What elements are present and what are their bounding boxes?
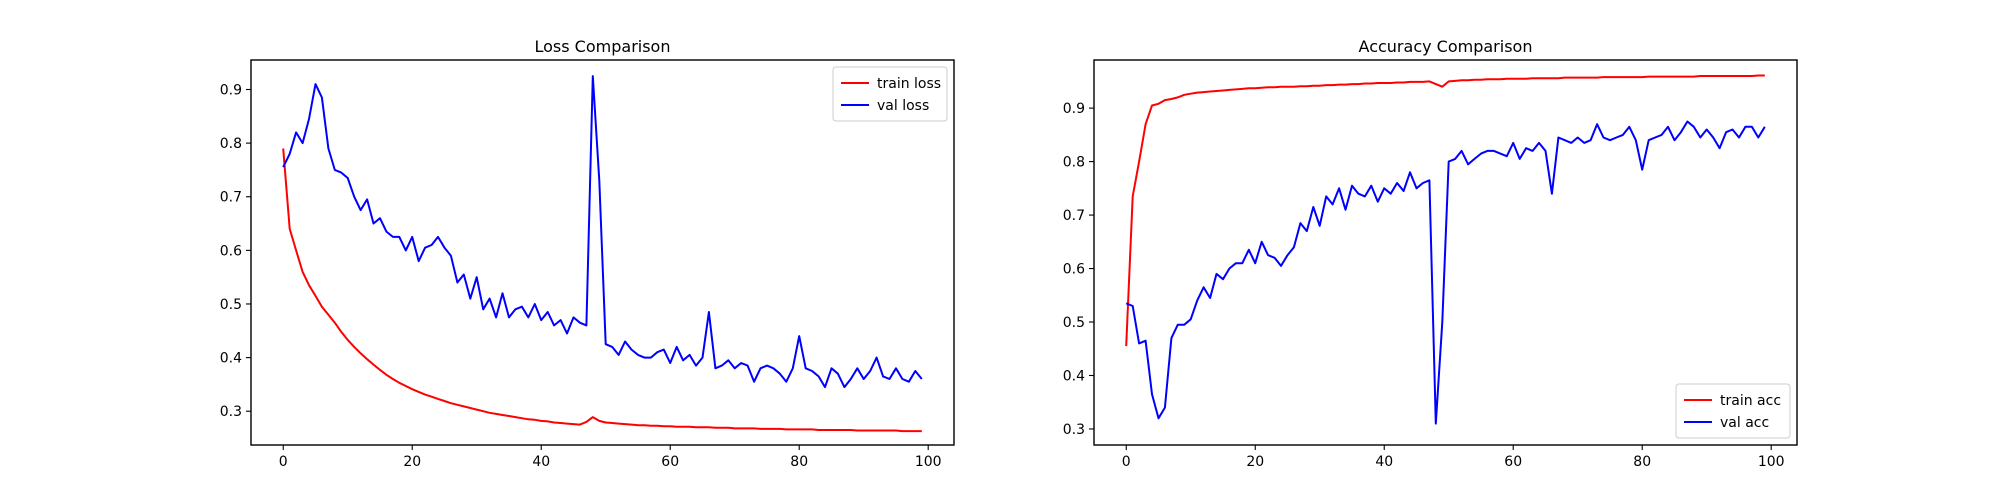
y-tick-label: 0.5 <box>1063 315 1085 331</box>
x-tick-label: 60 <box>1504 454 1522 470</box>
y-tick-label: 0.3 <box>1063 422 1085 438</box>
x-tick-label: 0 <box>279 454 288 470</box>
y-tick-label: 0.9 <box>220 82 242 98</box>
x-tick-label: 40 <box>1375 454 1393 470</box>
x-tick-label: 20 <box>403 454 421 470</box>
y-tick-label: 0.4 <box>220 351 242 367</box>
y-tick-label: 0.3 <box>220 404 242 420</box>
chart-title: Loss Comparison <box>535 37 671 56</box>
loss-chart: Loss Comparison 0 20 40 60 80 100 0.3 0.4 0.5 0.6… <box>220 37 955 470</box>
x-tick-label: 20 <box>1246 454 1264 470</box>
y-tick-label: 0.9 <box>1063 101 1085 117</box>
accuracy-chart: Accuracy Comparison 0 20 40 60 80 100 0.3 0.4 0.… <box>1063 37 1798 470</box>
x-tick-label: 100 <box>915 454 942 470</box>
series-line-val-loss <box>282 75 923 389</box>
legend: train loss val loss <box>832 66 948 122</box>
y-tick-label: 0.6 <box>220 243 242 259</box>
axes-frame <box>1093 59 1798 446</box>
x-tick-label: 80 <box>1633 454 1651 470</box>
y-tick-label: 0.4 <box>1063 368 1085 384</box>
x-tick-label: 40 <box>532 454 550 470</box>
legend-label: val acc <box>1720 415 1769 431</box>
x-tick-label: 80 <box>790 454 808 470</box>
y-tick-label: 0.5 <box>220 297 242 313</box>
x-tick-label: 60 <box>661 454 679 470</box>
legend-label: train loss <box>877 76 941 92</box>
y-tick-label: 0.8 <box>1063 155 1085 171</box>
x-tick-label: 0 <box>1122 454 1131 470</box>
y-tick-label: 0.8 <box>220 136 242 152</box>
series-line-val-acc <box>1125 120 1766 425</box>
chart-title: Accuracy Comparison <box>1359 37 1533 56</box>
y-tick-label: 0.7 <box>220 190 242 206</box>
x-tick-label: 100 <box>1758 454 1785 470</box>
series-line-train-loss <box>282 148 922 433</box>
legend-label: train acc <box>1720 393 1781 409</box>
legend: train acc val acc <box>1675 383 1791 439</box>
axes-frame <box>250 59 955 446</box>
series-line-train-acc <box>1125 74 1765 347</box>
legend-label: val loss <box>877 98 929 114</box>
y-tick-label: 0.6 <box>1063 262 1085 278</box>
y-tick-label: 0.7 <box>1063 208 1085 224</box>
